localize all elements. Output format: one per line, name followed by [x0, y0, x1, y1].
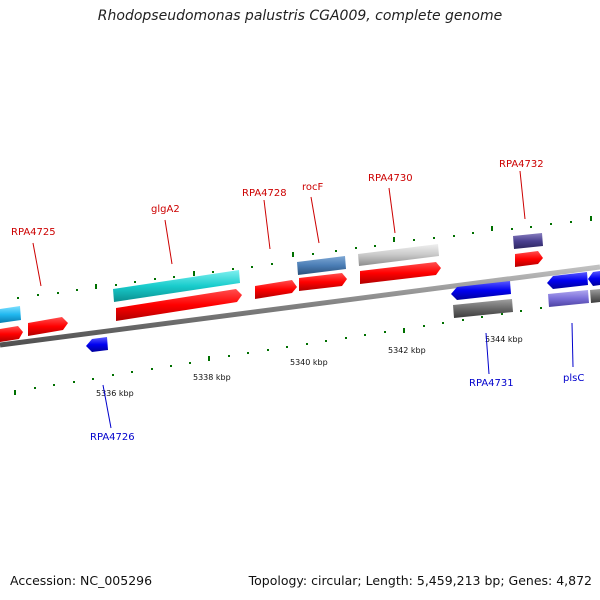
feature-boxes-lower[interactable] [453, 289, 600, 318]
gene-label-rpa4730[interactable]: RPA4730 [368, 173, 413, 184]
genome-summary-text: Topology: circular; Length: 5,459,213 bp… [248, 573, 592, 588]
feature-box[interactable] [548, 290, 589, 307]
gene-label-rpa4725[interactable]: RPA4725 [11, 227, 56, 238]
lower-tick-track [14, 307, 542, 395]
genome-backbone [0, 264, 600, 348]
feature-box[interactable] [513, 233, 543, 249]
reverse-strand-genes[interactable] [86, 271, 600, 352]
feature-box[interactable] [453, 299, 513, 318]
feature-boxes-upper[interactable] [0, 233, 543, 323]
gene-arrow[interactable] [299, 273, 347, 291]
map-title: Rhodopseudomonas palustris CGA009, compl… [97, 8, 503, 24]
gene-arrow[interactable] [28, 317, 68, 336]
gene-label-rpa4731[interactable]: RPA4731 [469, 378, 514, 389]
label-leaders [32, 170, 574, 429]
tick-label-5340: 5340 kbp [290, 358, 328, 367]
gene-arrow[interactable] [515, 251, 543, 267]
gene-label-rocf[interactable]: rocF [302, 182, 324, 193]
gene-label-rpa4726[interactable]: RPA4726 [90, 432, 135, 443]
upper-tick-track [17, 216, 592, 299]
tick-label-5336: 5336 kbp [96, 389, 134, 398]
feature-box[interactable] [113, 270, 240, 302]
gene-label-rpa4732[interactable]: RPA4732 [499, 159, 544, 170]
feature-box[interactable] [590, 289, 600, 303]
feature-box[interactable] [358, 244, 439, 266]
gene-arrow[interactable] [360, 262, 441, 284]
gene-arrow[interactable] [0, 326, 23, 342]
accession-text: Accession: NC_005296 [10, 573, 153, 588]
forward-strand-genes[interactable] [0, 251, 543, 342]
gene-label-glga2[interactable]: glgA2 [151, 204, 180, 215]
tick-label-5338: 5338 kbp [193, 373, 231, 382]
gene-arrow[interactable] [451, 281, 511, 300]
gene-label-plsc[interactable]: plsC [563, 373, 584, 384]
gene-arrow[interactable] [116, 289, 242, 321]
gene-arrow[interactable] [547, 272, 588, 289]
feature-box[interactable] [297, 256, 346, 275]
gene-label-rpa4728[interactable]: RPA4728 [242, 188, 287, 199]
tick-label-5344: 5344 kbp [485, 335, 523, 344]
gene-arrow[interactable] [255, 280, 297, 299]
gene-arrow[interactable] [588, 271, 600, 286]
tick-label-5342: 5342 kbp [388, 346, 426, 355]
feature-box[interactable] [0, 306, 21, 323]
gene-arrow[interactable] [86, 337, 108, 352]
